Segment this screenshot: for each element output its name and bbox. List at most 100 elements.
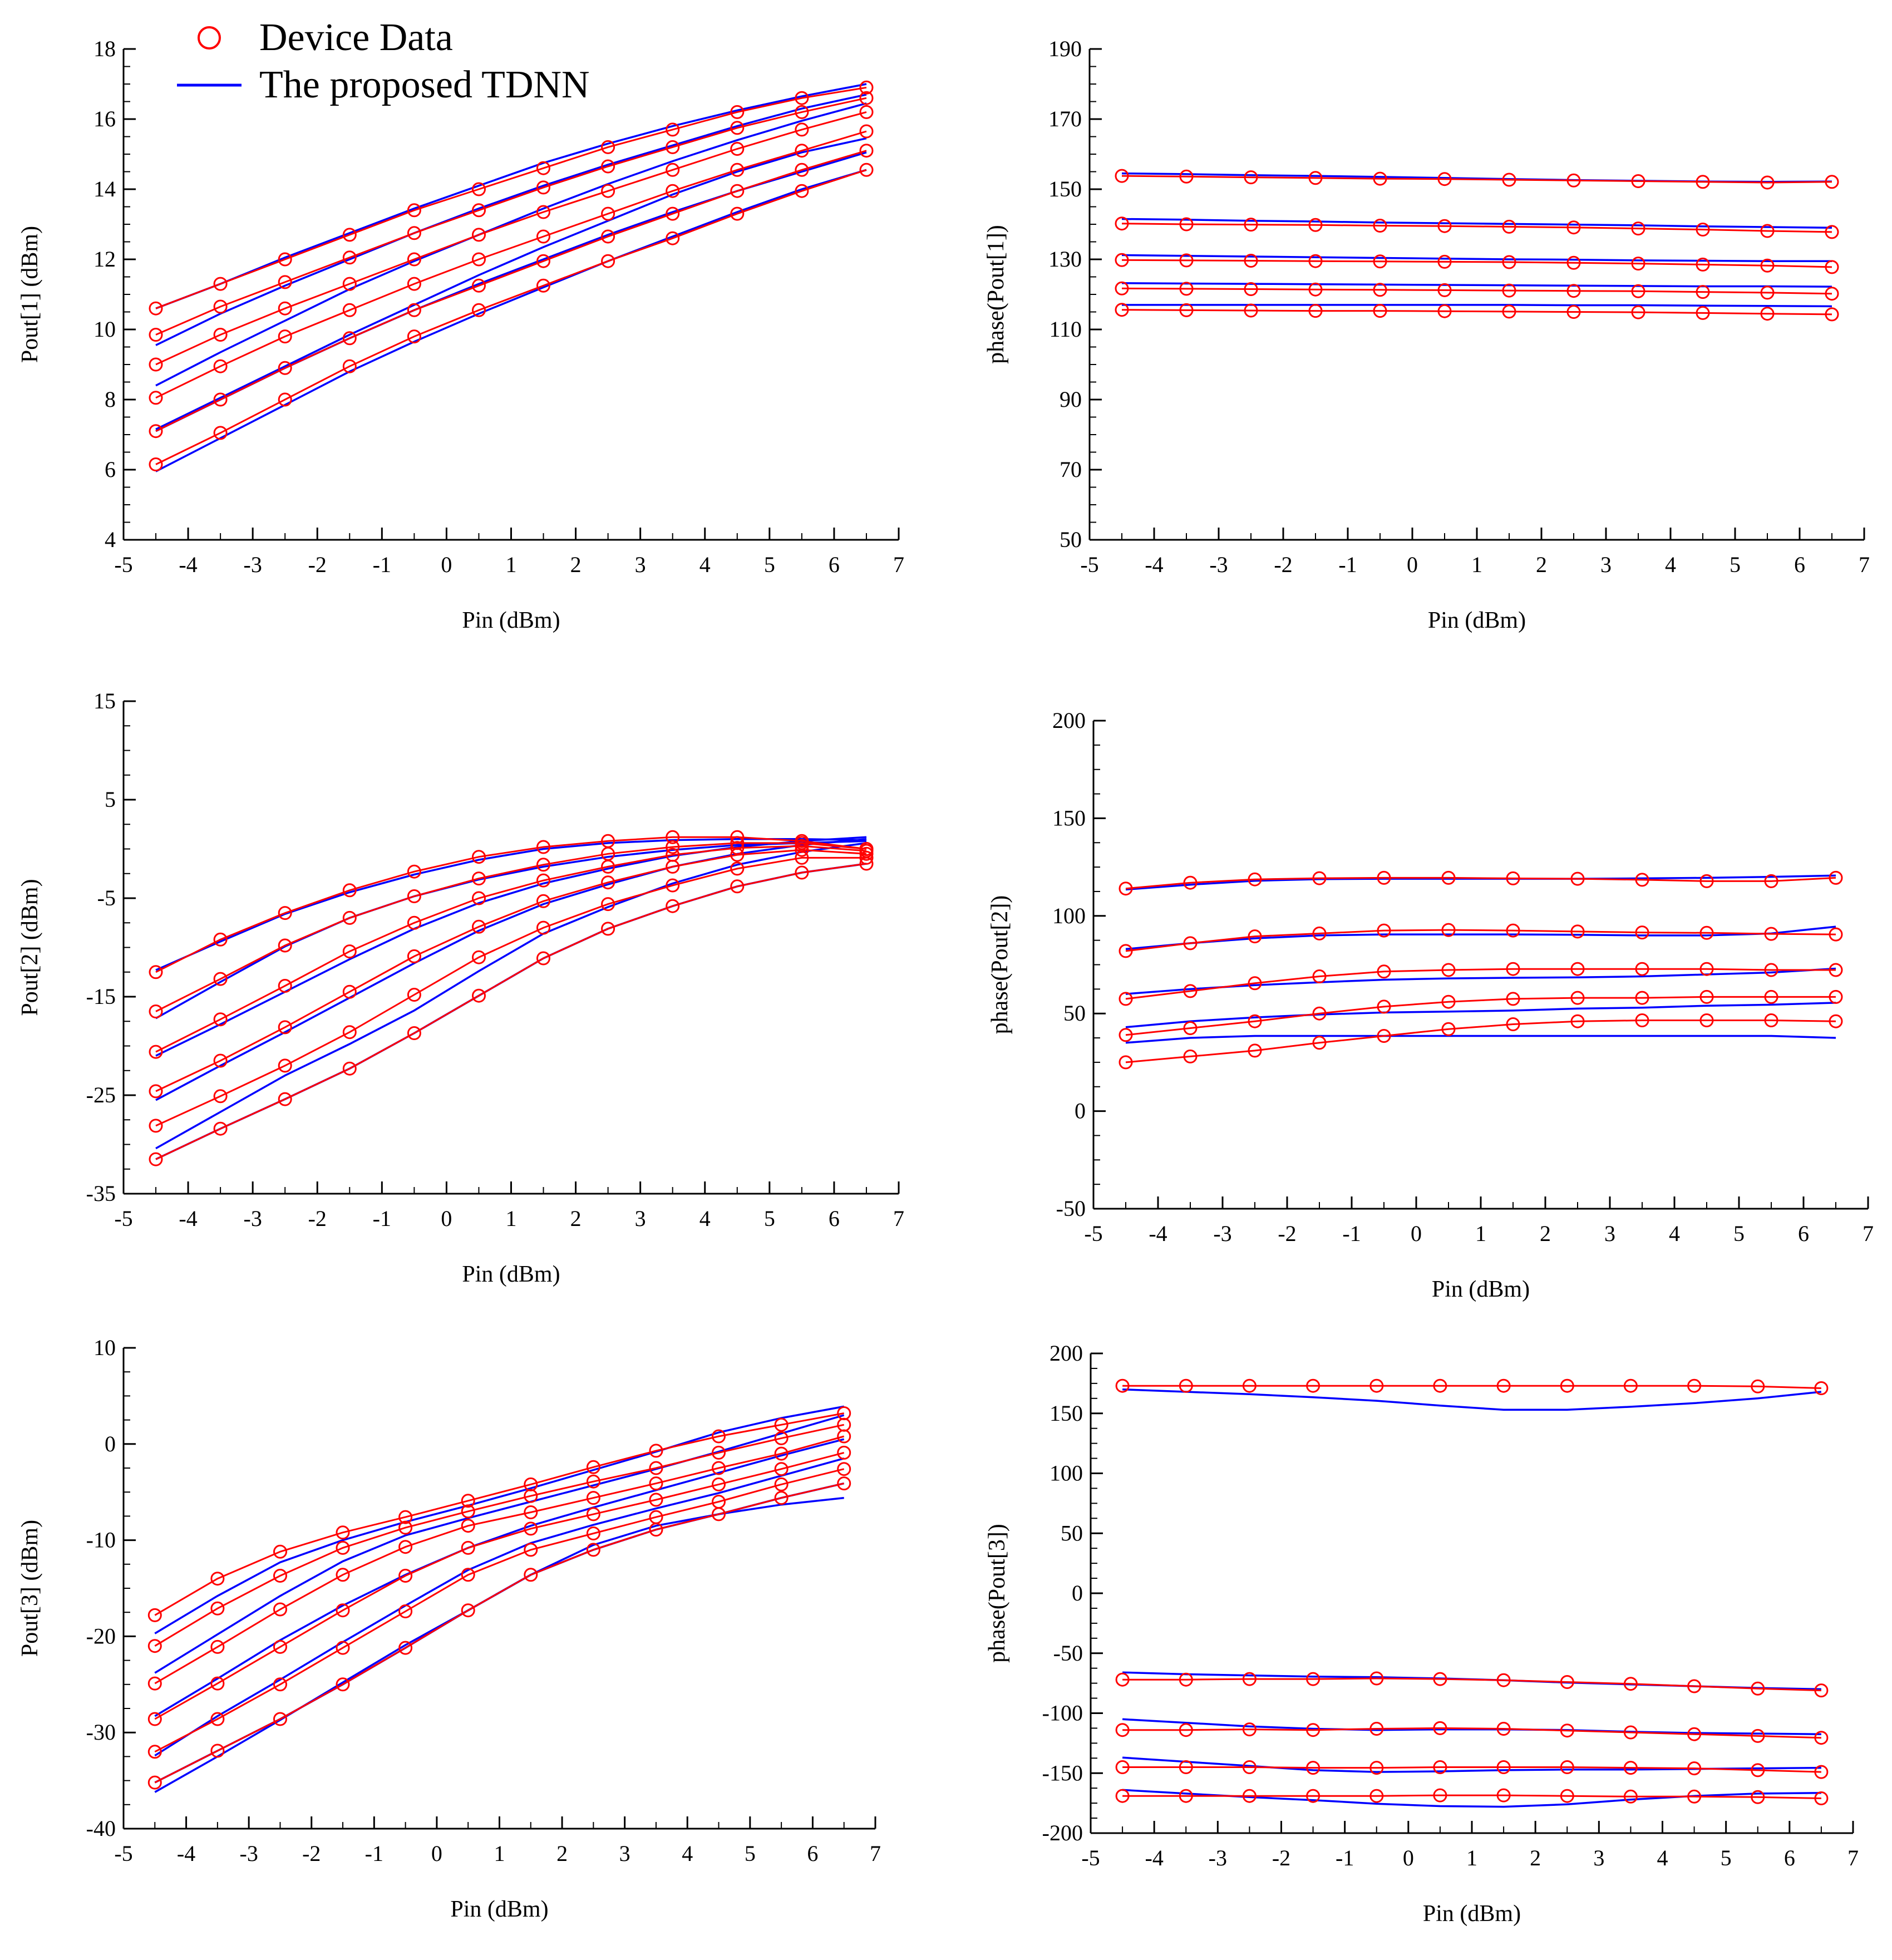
device-data-point — [1248, 872, 1262, 887]
x-tick-label: 0 — [441, 1206, 452, 1231]
device-data-point — [837, 1476, 851, 1491]
device-data-point — [342, 331, 357, 346]
device-data-point — [461, 1504, 475, 1519]
device-data-point — [774, 1446, 789, 1461]
device-data-point — [774, 1491, 789, 1505]
y-tick-label: 90 — [1060, 387, 1082, 412]
device-data-point — [536, 920, 550, 935]
device-data-point — [601, 229, 615, 244]
device-data-point — [342, 1061, 357, 1076]
device-data-point — [472, 203, 486, 218]
device-data-point — [795, 184, 809, 198]
device-series-line-5 — [155, 150, 867, 432]
device-data-point — [1115, 1672, 1130, 1687]
device-series-line-5 — [154, 1468, 845, 1753]
device-data-point — [1373, 171, 1387, 186]
device-data-point — [407, 226, 421, 240]
device-series-line-2 — [155, 842, 867, 1012]
device-data-point — [536, 858, 550, 872]
device-data-point — [1369, 1722, 1384, 1736]
device-series-line-3 — [154, 1435, 845, 1685]
device-data-point — [278, 301, 292, 316]
device-data-point — [210, 1676, 225, 1691]
device-series-line-4 — [1122, 1766, 1821, 1773]
device-data-point — [342, 250, 357, 265]
device-data-point — [1764, 874, 1778, 888]
device-data-point — [1306, 1672, 1321, 1686]
device-data-point — [1699, 1013, 1714, 1027]
device-data-point — [1496, 1760, 1511, 1774]
x-axis-title: Pin (dBm) — [462, 608, 560, 633]
device-data-point — [149, 1152, 163, 1166]
device-data-point — [837, 1445, 851, 1460]
device-series-line-3 — [155, 845, 867, 1053]
device-data-point — [1829, 927, 1843, 942]
device-data-point — [601, 254, 615, 268]
device-data-point — [1570, 1014, 1585, 1028]
device-data-point — [1570, 924, 1585, 939]
device-data-point — [795, 162, 809, 177]
x-tick-label: 3 — [1600, 552, 1612, 577]
device-data-point — [278, 938, 292, 953]
device-data-point — [407, 988, 421, 1002]
device-data-point — [1377, 964, 1391, 979]
x-tick-label: 3 — [1593, 1845, 1604, 1870]
y-tick-label: 70 — [1060, 457, 1082, 482]
x-tick-label: -1 — [1336, 1845, 1354, 1870]
x-tick-label: 1 — [506, 552, 517, 577]
device-data-point — [336, 1540, 350, 1555]
device-data-point — [1631, 284, 1645, 298]
device-series-line-1 — [155, 86, 867, 309]
device-data-point — [1699, 962, 1714, 976]
device-data-point — [1441, 870, 1456, 885]
device-data-point — [342, 883, 357, 898]
x-tick-label: -5 — [114, 552, 132, 577]
device-data-point — [536, 840, 550, 854]
model-series-line-3 — [1122, 1718, 1821, 1735]
device-series-line-4 — [155, 130, 867, 399]
device-data-point — [666, 840, 680, 854]
model-series-line-3 — [1125, 967, 1836, 995]
device-data-point — [859, 144, 874, 158]
device-data-point — [1560, 1760, 1574, 1774]
device-series-line-1 — [1122, 1385, 1821, 1389]
device-data-point — [1377, 1029, 1391, 1043]
device-data-point — [278, 361, 292, 375]
device-data-point — [273, 1639, 287, 1654]
device-data-point — [666, 122, 680, 137]
device-data-point — [461, 1540, 475, 1555]
device-data-point — [342, 944, 357, 959]
device-data-point — [536, 254, 550, 268]
device-data-point — [1119, 944, 1133, 958]
device-data-point — [601, 206, 615, 221]
model-series-line-2 — [155, 840, 867, 1020]
device-data-point — [1248, 929, 1262, 944]
device-data-point — [536, 205, 550, 219]
device-data-point — [1631, 221, 1645, 236]
device-data-point — [407, 889, 421, 903]
x-tick-label: -4 — [1145, 1845, 1164, 1870]
device-data-point — [278, 392, 292, 407]
y-axis-title: Pout[1] (dBm) — [17, 226, 43, 363]
y-tick-label: -5 — [97, 885, 116, 910]
device-data-point — [398, 1641, 413, 1655]
x-tick-label: -3 — [1209, 1845, 1227, 1870]
device-data-point — [649, 1476, 663, 1491]
device-data-point — [278, 906, 292, 920]
device-data-point — [278, 1020, 292, 1035]
model-series-line-4 — [1121, 282, 1832, 288]
device-data-point — [1119, 881, 1133, 896]
device-data-point — [1183, 936, 1198, 951]
x-tick-label: 6 — [829, 1206, 840, 1231]
device-data-point — [342, 984, 357, 999]
device-data-point — [149, 424, 163, 439]
device-data-point — [1496, 1673, 1511, 1687]
device-data-point — [536, 180, 550, 195]
y-tick-label: 170 — [1048, 106, 1082, 131]
device-data-point — [795, 850, 809, 865]
device-data-point — [795, 91, 809, 105]
x-tick-label: -5 — [1081, 1845, 1100, 1870]
device-data-point — [649, 1493, 663, 1507]
model-series-line-4 — [1125, 1002, 1836, 1028]
device-data-point — [586, 1507, 600, 1521]
